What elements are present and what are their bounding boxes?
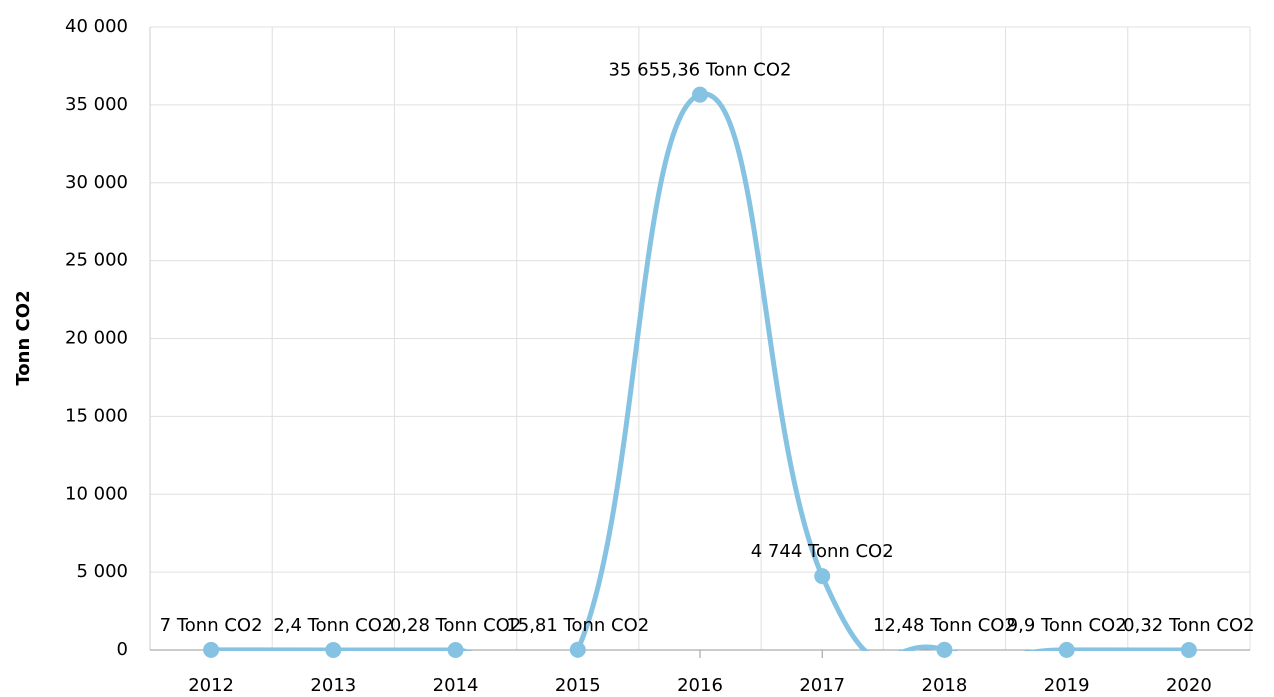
x-tick-label: 2012: [188, 675, 234, 696]
data-label: 4 744 Tonn CO2: [751, 541, 894, 562]
y-tick-label: 25 000: [65, 250, 128, 271]
data-label: 0,28 Tonn CO2: [390, 615, 521, 636]
data-label: 15,81 Tonn CO2: [506, 615, 649, 636]
data-label: 12,48 Tonn CO2: [873, 615, 1016, 636]
x-tick-label: 2019: [1044, 675, 1090, 696]
y-axis-title: Tonn CO2: [13, 290, 34, 385]
data-label: 2,4 Tonn CO2: [273, 615, 393, 636]
data-point: [203, 641, 220, 658]
data-label: 35 655,36 Tonn CO2: [608, 60, 791, 81]
data-point: [569, 641, 586, 658]
x-tick-label: 2016: [677, 675, 723, 696]
y-tick-label: 10 000: [65, 483, 128, 504]
x-tick-label: 2017: [799, 675, 845, 696]
data-point: [936, 641, 953, 658]
data-point: [1180, 641, 1197, 658]
data-point: [692, 86, 708, 103]
data-point: [447, 641, 464, 658]
x-tick-label: 2018: [922, 675, 968, 696]
y-tick-label: 5 000: [76, 561, 128, 582]
data-label: 7 Tonn CO2: [160, 615, 263, 636]
data-point: [1058, 641, 1075, 658]
x-tick-label: 2020: [1166, 675, 1212, 696]
y-tick-label: 15 000: [65, 405, 128, 426]
data-point: [325, 641, 342, 658]
data-point: [814, 568, 831, 585]
x-tick-label: 2014: [433, 675, 479, 696]
y-tick-label: 40 000: [65, 16, 128, 37]
y-tick-label: 35 000: [65, 94, 128, 115]
series-line: [211, 91, 1189, 651]
x-tick-label: 2013: [310, 675, 356, 696]
y-tick-label: 30 000: [65, 172, 128, 193]
data-label: 9,9 Tonn CO2: [1007, 615, 1127, 636]
y-tick-label: 20 000: [65, 328, 128, 349]
data-label: 0,32 Tonn CO2: [1123, 615, 1254, 636]
y-tick-label: 0: [117, 639, 128, 660]
x-tick-label: 2015: [555, 675, 601, 696]
